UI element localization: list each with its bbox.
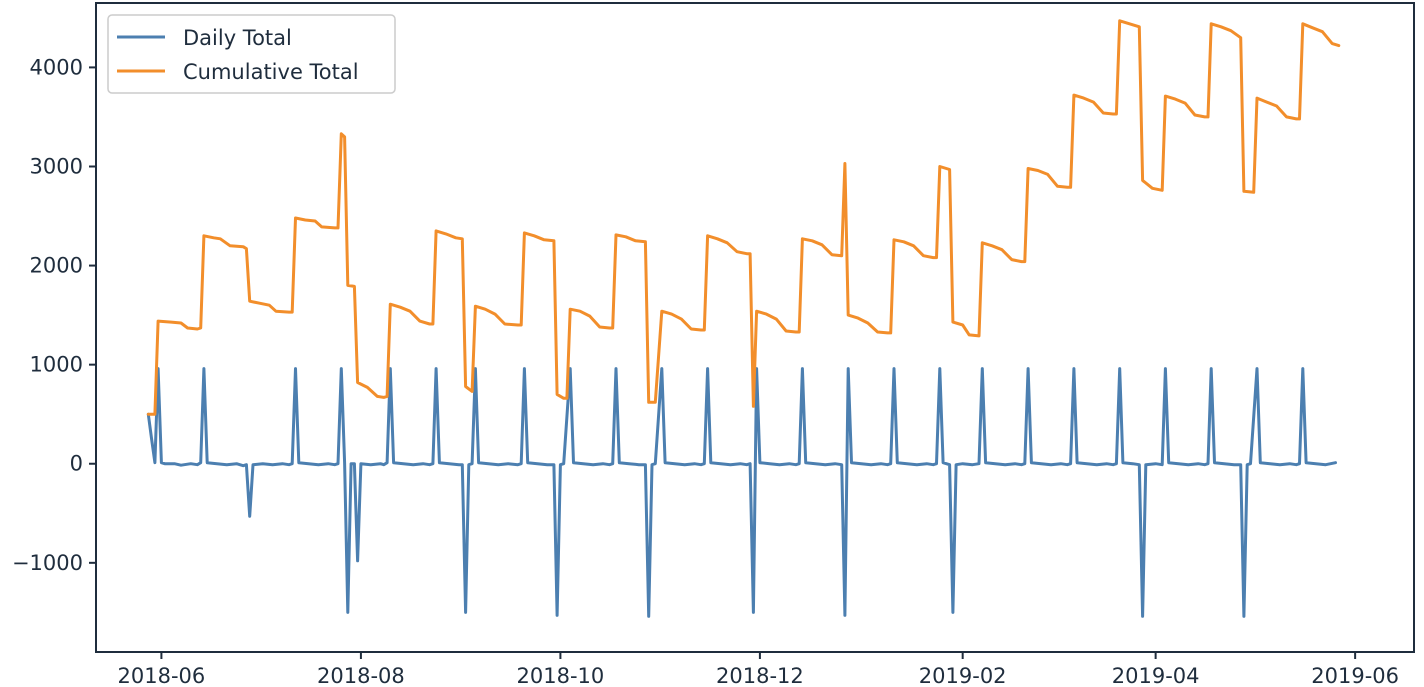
x-tick-label: 2018-10: [517, 664, 605, 687]
y-tick-label: −1000: [12, 551, 83, 575]
y-tick-label: 1000: [30, 353, 83, 377]
y-tick-label: 2000: [30, 254, 83, 278]
series-line-0: [146, 367, 1337, 618]
y-tick-label: 0: [70, 452, 83, 476]
legend-label-1: Cumulative Total: [183, 60, 359, 84]
legend-box: [107, 14, 396, 94]
x-tick-label: 2019-02: [919, 664, 1007, 687]
x-tick-label: 2019-06: [1311, 664, 1399, 687]
legend: Daily Total Cumulative Total: [107, 14, 396, 94]
y-tick-label: 3000: [30, 154, 83, 178]
legend-label-0: Daily Total: [183, 26, 292, 50]
x-tick-label: 2018-12: [716, 664, 804, 687]
x-tick-label: 2018-08: [317, 664, 405, 687]
series-line-1: [146, 19, 1341, 416]
x-tick-label: 2018-06: [118, 664, 206, 687]
y-tick-label: 4000: [30, 55, 83, 79]
x-tick-label: 2019-04: [1112, 664, 1200, 687]
plot-frame: [95, 2, 1415, 653]
